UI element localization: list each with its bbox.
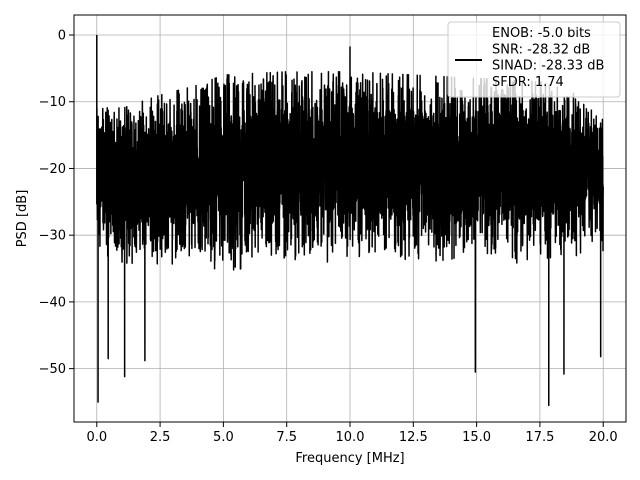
- x-tick-label: 15.0: [462, 430, 491, 445]
- legend: ENOB: -5.0 bits SNR: -28.32 dB SINAD: -2…: [447, 21, 621, 98]
- x-tick-label: 17.5: [525, 430, 554, 445]
- y-tick-label: −30: [39, 229, 66, 244]
- legend-entry-snr: SNR: -28.32 dB: [492, 42, 590, 57]
- legend-entry-sfdr: SFDR: 1.74: [492, 75, 564, 90]
- legend-entry-enob: ENOB: -5.0 bits: [492, 26, 591, 41]
- x-axis-ticks: 0.0 2.5 5.0 7.5 10.0 12.5 15.0 17.5 20.0: [86, 422, 618, 445]
- x-tick-label: 0.0: [86, 430, 107, 445]
- y-tick-label: −50: [39, 362, 66, 377]
- x-tick-label: 5.0: [213, 430, 234, 445]
- x-tick-label: 12.5: [399, 430, 428, 445]
- y-axis-ticks: 0 −10 −20 −30 −40 −50: [39, 29, 74, 377]
- legend-box: [447, 21, 621, 98]
- y-tick-label: −20: [39, 162, 66, 177]
- legend-entry-sinad: SINAD: -28.33 dB: [492, 59, 604, 74]
- y-axis-label: PSD [dB]: [15, 190, 30, 248]
- x-tick-label: 10.0: [336, 430, 365, 445]
- y-tick-label: −10: [39, 95, 66, 110]
- y-tick-label: 0: [58, 29, 66, 44]
- psd-trace: [96, 35, 604, 407]
- x-axis-label: Frequency [MHz]: [295, 451, 404, 466]
- x-tick-label: 7.5: [276, 430, 297, 445]
- x-tick-label: 20.0: [589, 430, 618, 445]
- psd-line: [96, 35, 604, 407]
- x-tick-label: 2.5: [150, 430, 171, 445]
- y-tick-label: −40: [39, 295, 66, 310]
